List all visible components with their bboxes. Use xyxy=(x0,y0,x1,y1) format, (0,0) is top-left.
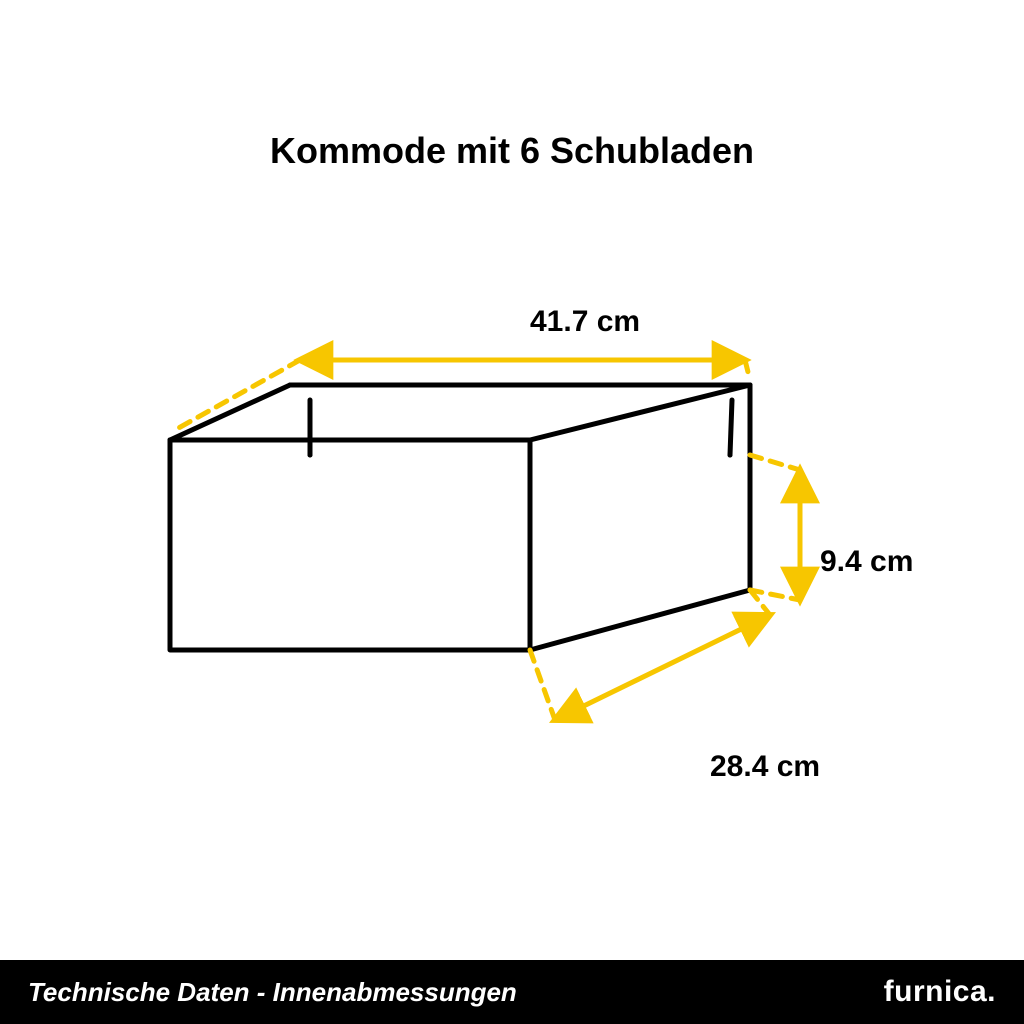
brand-logo: furnica. xyxy=(884,975,996,1009)
footer-bar: Technische Daten - Innenabmessungen furn… xyxy=(0,960,1024,1024)
diagram-page: Kommode mit 6 Schubladen 41.7 cm 9.4 cm … xyxy=(0,0,1024,1024)
footer-caption: Technische Daten - Innenabmessungen xyxy=(28,977,517,1008)
dimension-height-label: 9.4 cm xyxy=(820,545,913,579)
dimension-depth-label: 28.4 cm xyxy=(710,750,820,784)
dimension-width-label: 41.7 cm xyxy=(530,305,640,339)
drawer-diagram xyxy=(0,0,1024,1024)
